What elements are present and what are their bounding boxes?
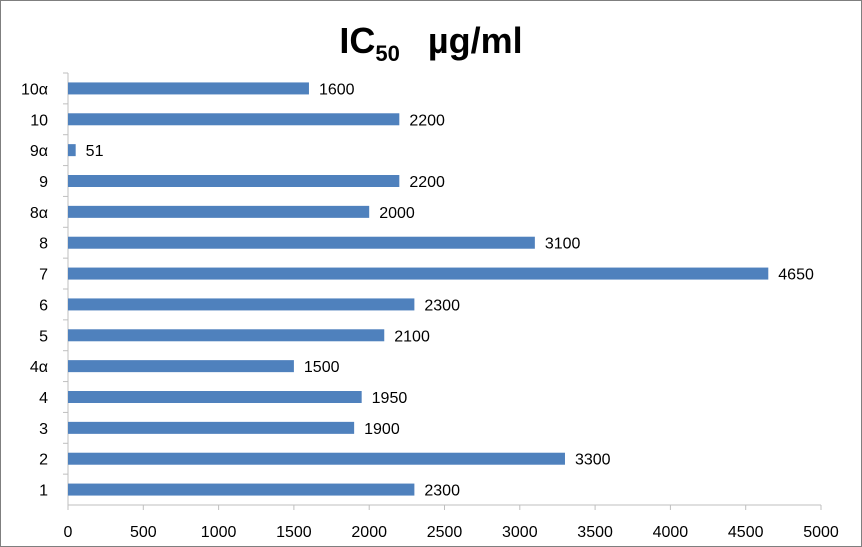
data-label-5: 2100 <box>394 328 430 345</box>
data-label-8: 3100 <box>545 236 581 253</box>
bar-1 <box>68 483 415 496</box>
data-label-7: 4650 <box>778 267 814 284</box>
y-tick-label-9: 9 <box>39 174 48 191</box>
y-tick-label-4α: 4α <box>30 359 48 376</box>
bar-9 <box>68 175 400 187</box>
x-tick-label-1000: 1000 <box>201 524 237 541</box>
chart-axes <box>63 72 822 510</box>
data-label-3: 1900 <box>364 421 400 438</box>
data-label-4: 1950 <box>372 390 408 407</box>
chart-title-subscript: 50 <box>375 41 399 66</box>
y-tick-label-7: 7 <box>39 267 48 284</box>
data-label-10α: 1600 <box>319 81 355 98</box>
y-tick-label-6: 6 <box>39 297 48 314</box>
bar-10α <box>68 82 309 95</box>
x-tick-label-2500: 2500 <box>427 524 463 541</box>
data-label-9: 2200 <box>409 174 445 191</box>
x-tick-label-3000: 3000 <box>502 524 538 541</box>
y-tick-label-10α: 10α <box>21 81 48 98</box>
y-tick-label-8α: 8α <box>30 205 48 222</box>
data-label-10: 2200 <box>409 112 445 129</box>
y-tick-label-10: 10 <box>30 112 48 129</box>
data-label-9α: 51 <box>86 143 104 160</box>
bar-8 <box>68 236 535 249</box>
bar-3 <box>68 421 355 434</box>
bar-6 <box>68 298 415 311</box>
chart-title-unit: µg/ml <box>428 20 523 61</box>
bar-4α <box>68 360 294 373</box>
chart-title: IC50 µg/ml <box>339 20 522 66</box>
x-tick-label-4500: 4500 <box>728 524 764 541</box>
y-tick-label-1: 1 <box>39 483 48 500</box>
y-tick-label-8: 8 <box>39 236 48 253</box>
data-label-1: 2300 <box>424 483 460 500</box>
bar-2 <box>68 452 565 465</box>
bar-9α <box>68 144 76 157</box>
x-tick-label-500: 500 <box>130 524 157 541</box>
x-tick-label-0: 0 <box>64 524 73 541</box>
bar-8α <box>68 205 370 218</box>
y-tick-label-2: 2 <box>39 452 48 469</box>
x-tick-label-1500: 1500 <box>276 524 312 541</box>
y-tick-label-9α: 9α <box>30 143 48 160</box>
x-tick-label-4000: 4000 <box>653 524 689 541</box>
chart-x-tick-labels: 0 500 1000 1500 2000 2500 3000 3500 4000 4500 5000 <box>64 524 839 541</box>
bar-4 <box>68 391 362 403</box>
y-tick-label-3: 3 <box>39 421 48 438</box>
chart-data-labels: 2300 3300 1900 1950 1500 2100 2300 4650 3100 2000… <box>86 81 814 499</box>
data-label-2: 3300 <box>575 452 611 469</box>
y-tick-label-4: 4 <box>39 390 48 407</box>
bar-5 <box>68 329 385 342</box>
chart-bars <box>68 82 769 496</box>
data-label-4α: 1500 <box>304 359 340 376</box>
x-tick-label-2000: 2000 <box>351 524 387 541</box>
x-tick-label-5000: 5000 <box>803 524 839 541</box>
chart-y-tick-labels: 1 2 3 4 4α 5 6 7 8 8α 9 9α 10 10α <box>21 81 48 499</box>
bar-10 <box>68 113 400 126</box>
data-label-8α: 2000 <box>379 205 415 222</box>
y-tick-label-5: 5 <box>39 328 48 345</box>
x-tick-label-3500: 3500 <box>577 524 613 541</box>
data-label-6: 2300 <box>424 297 460 314</box>
chart-title-main: IC <box>339 20 375 61</box>
bar-7 <box>68 267 769 280</box>
